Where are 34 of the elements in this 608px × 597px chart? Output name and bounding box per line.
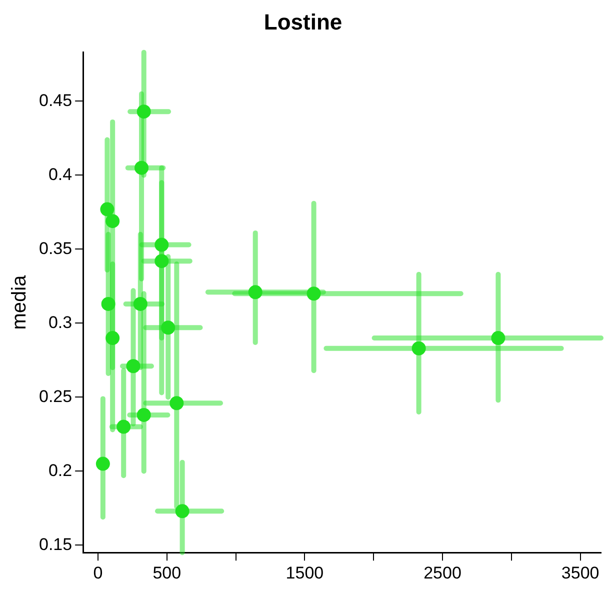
- point: [101, 296, 116, 311]
- point: [136, 104, 151, 119]
- point: [248, 285, 262, 300]
- chart-title: Lostine: [264, 9, 342, 34]
- point: [100, 202, 114, 216]
- point: [106, 214, 120, 228]
- point: [170, 396, 184, 410]
- y-tick-label: 0.35: [38, 238, 72, 258]
- y-tick-label: 0.15: [38, 534, 72, 554]
- x-tick-label: 2500: [424, 563, 462, 582]
- point: [491, 331, 506, 346]
- x-tick-label: 1500: [286, 563, 324, 582]
- y-axis-title: media: [8, 274, 31, 330]
- point: [306, 286, 321, 301]
- x-tick-label: 3500: [561, 563, 600, 582]
- point: [126, 359, 140, 374]
- point: [154, 238, 169, 252]
- x-tick-label: 0: [93, 563, 103, 582]
- y-tick-label: 0.4: [48, 164, 72, 184]
- point: [134, 160, 149, 175]
- point: [96, 456, 110, 471]
- point: [412, 341, 426, 356]
- y-tick-label: 0.25: [38, 386, 72, 406]
- point: [116, 420, 131, 434]
- y-tick-label: 0.3: [48, 312, 72, 332]
- point: [133, 296, 148, 311]
- x-tick-label: 500: [152, 563, 182, 582]
- y-tick-label: 0.2: [48, 460, 72, 480]
- point: [175, 504, 190, 518]
- point: [161, 320, 176, 335]
- point: [136, 408, 151, 422]
- point: [106, 331, 120, 346]
- point: [154, 254, 169, 268]
- y-tick-label: 0.45: [38, 90, 72, 110]
